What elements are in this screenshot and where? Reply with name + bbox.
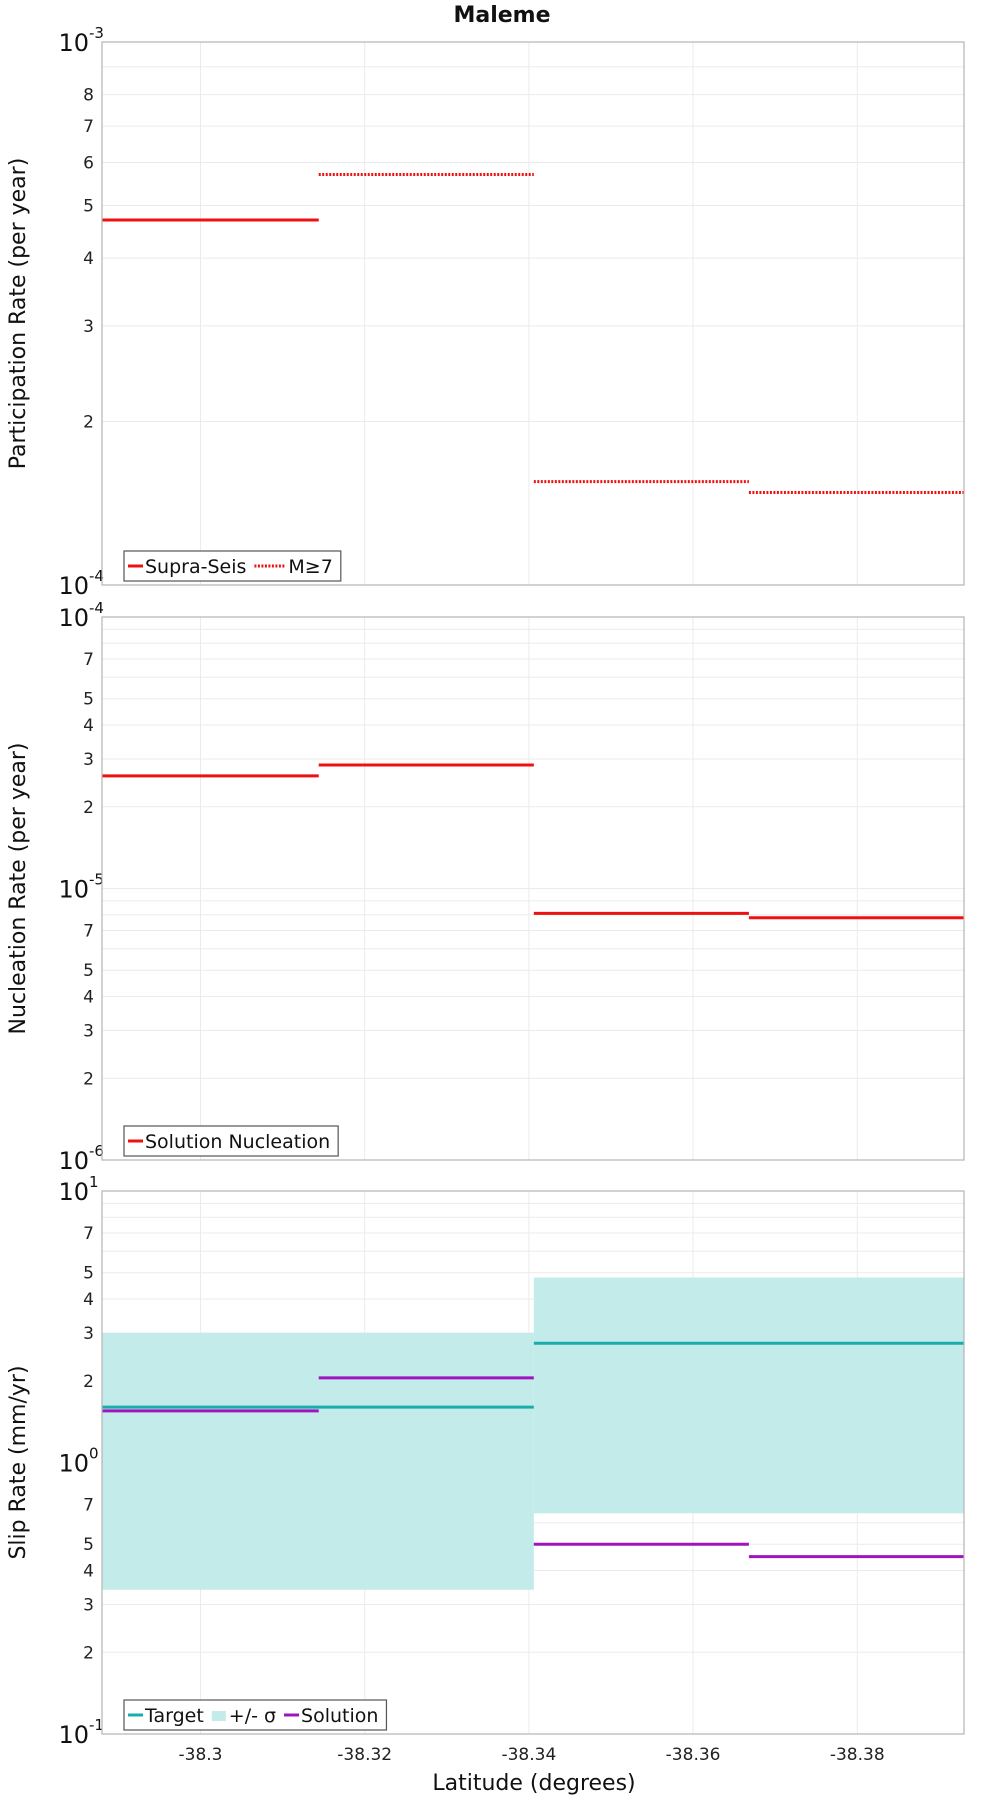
sigma-band-segment bbox=[102, 1332, 534, 1590]
y-tick-decade-label: 10 bbox=[58, 876, 89, 904]
y-tick-decade-label: 10 bbox=[58, 604, 89, 632]
legend-label: Target bbox=[144, 1705, 204, 1727]
legend-label: Solution bbox=[301, 1705, 378, 1727]
y-tick-label: 7 bbox=[83, 650, 94, 670]
y-tick-label: 3 bbox=[83, 1021, 94, 1041]
y-tick-label: 3 bbox=[83, 317, 94, 337]
legend-box bbox=[123, 1125, 339, 1157]
y-tick-label: 3 bbox=[83, 750, 94, 770]
y-tick-exponent: -4 bbox=[89, 599, 104, 617]
legend-0: Supra-Seis M≥7 bbox=[123, 550, 342, 582]
y-tick-decade-label: 10 bbox=[58, 29, 89, 57]
y-axis-label: Participation Rate (per year) bbox=[6, 158, 31, 470]
plot-frame-2 bbox=[101, 1190, 965, 1735]
y-tick-label: 4 bbox=[83, 988, 94, 1008]
x-tick-label: -38.34 bbox=[501, 1745, 556, 1765]
y-tick-label: 2 bbox=[83, 798, 94, 818]
x-tick-label: -38.32 bbox=[337, 1745, 392, 1765]
y-tick-label: 2 bbox=[83, 413, 94, 433]
y-tick-label: 7 bbox=[83, 117, 94, 137]
x-axis-label: Latitude (degrees) bbox=[432, 1771, 635, 1796]
plot-area-0 bbox=[102, 42, 964, 585]
plot-frame-1 bbox=[101, 616, 965, 1161]
y-tick-label: 4 bbox=[83, 716, 94, 736]
y-tick-label: 5 bbox=[83, 1535, 94, 1555]
y-tick-label: 5 bbox=[83, 196, 94, 216]
y-tick-decade-label: 10 bbox=[58, 1178, 89, 1206]
y-tick-label: 2 bbox=[83, 1643, 94, 1663]
y-tick-label: 8 bbox=[83, 86, 94, 106]
sigma-band-segment bbox=[533, 1277, 964, 1514]
legend-2: Target +/- σ Solution bbox=[123, 1699, 388, 1731]
y-tick-label: 2 bbox=[83, 1069, 94, 1089]
y-tick-decade-label: 10 bbox=[58, 1721, 89, 1749]
y-tick-decade-label: 10 bbox=[58, 1450, 89, 1478]
y-tick-decade-label: 10 bbox=[58, 1147, 89, 1175]
legend-swatch bbox=[211, 1711, 226, 1721]
legend-box bbox=[123, 550, 342, 582]
y-tick-label: 4 bbox=[83, 1290, 94, 1310]
legend-box bbox=[123, 1699, 388, 1731]
y-axis-label: Slip Rate (mm/yr) bbox=[6, 1365, 31, 1559]
y-tick-label: 7 bbox=[83, 1224, 94, 1244]
y-tick-exponent: -6 bbox=[89, 1142, 104, 1160]
y-tick-decade-label: 10 bbox=[58, 572, 89, 600]
y-tick-label: 2 bbox=[83, 1372, 94, 1392]
y-tick-label: 5 bbox=[83, 961, 94, 981]
legend-label: Solution Nucleation bbox=[145, 1131, 330, 1153]
y-tick-label: 4 bbox=[83, 1562, 94, 1582]
y-tick-label: 3 bbox=[83, 1595, 94, 1615]
y-tick-exponent: -5 bbox=[89, 871, 104, 889]
y-tick-label: 4 bbox=[83, 249, 94, 269]
legend-label: Supra-Seis bbox=[145, 556, 246, 578]
y-tick-label: 7 bbox=[83, 1496, 94, 1516]
y-tick-label: 5 bbox=[83, 690, 94, 710]
x-tick-label: -38.36 bbox=[666, 1745, 721, 1765]
y-tick-label: 7 bbox=[83, 922, 94, 942]
legend-label: +/- σ bbox=[229, 1705, 276, 1727]
x-tick-label: -38.38 bbox=[830, 1745, 885, 1765]
y-tick-exponent: 1 bbox=[89, 1173, 99, 1191]
plot-frame-0 bbox=[101, 41, 965, 586]
y-tick-exponent: -4 bbox=[89, 567, 104, 585]
legend-1: Solution Nucleation bbox=[123, 1125, 339, 1157]
y-tick-label: 5 bbox=[83, 1264, 94, 1284]
chart-title: Maleme bbox=[453, 3, 550, 28]
y-tick-exponent: -1 bbox=[89, 1716, 104, 1734]
y-tick-label: 3 bbox=[83, 1324, 94, 1344]
legend-label: M≥7 bbox=[288, 556, 332, 578]
x-tick-label: -38.3 bbox=[179, 1745, 223, 1765]
y-tick-exponent: -3 bbox=[89, 24, 104, 42]
y-axis-label: Nucleation Rate (per year) bbox=[6, 743, 31, 1035]
y-tick-exponent: 0 bbox=[89, 1445, 99, 1463]
y-tick-label: 6 bbox=[83, 153, 94, 173]
